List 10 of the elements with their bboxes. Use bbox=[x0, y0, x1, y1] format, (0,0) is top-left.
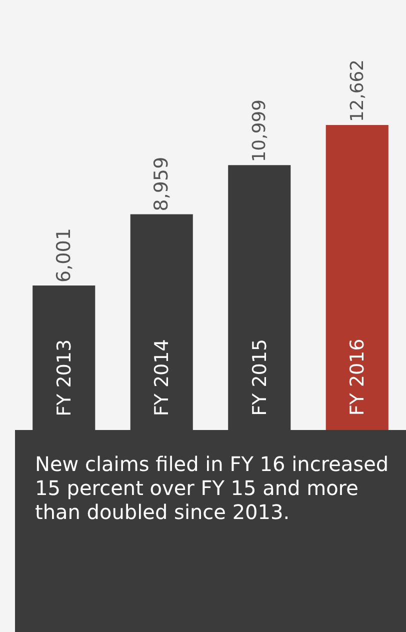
x-tick-label: FY 2016 bbox=[346, 338, 369, 416]
text: New claims filed in FY 16 increased 15 percent over FY 15 and more than doubled since 2013. bbox=[35, 452, 390, 524]
data-label: 6,001 bbox=[52, 228, 75, 282]
data-label: 8,959 bbox=[150, 156, 173, 212]
data-label: 12,662 bbox=[346, 60, 368, 122]
x-tick-label: FY 2013 bbox=[53, 339, 76, 416]
data-label: 10,999 bbox=[249, 100, 270, 162]
x-tick-label: FY 2015 bbox=[248, 338, 271, 416]
bar bbox=[326, 125, 388, 430]
x-tick-label: FY 2014 bbox=[151, 339, 174, 416]
